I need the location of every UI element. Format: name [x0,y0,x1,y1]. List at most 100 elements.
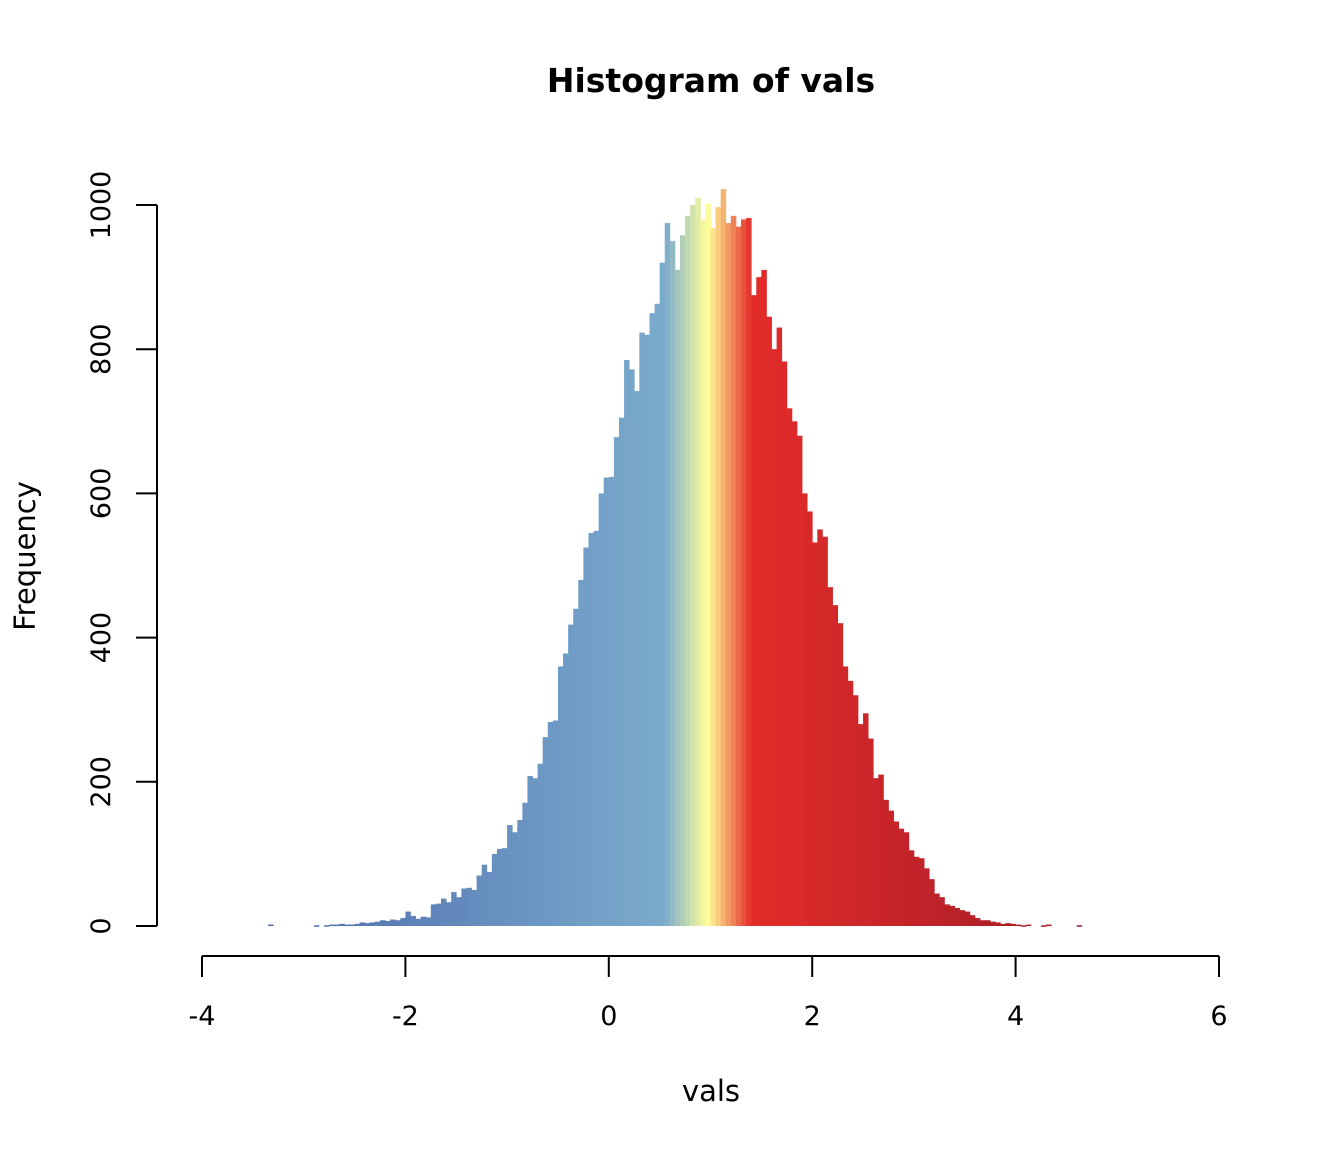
histogram-bar [690,205,696,926]
histogram-bar [415,918,422,926]
histogram-bar [842,666,849,926]
histogram-bar [913,856,920,926]
histogram-bars [268,189,1083,927]
histogram-bar [679,235,686,926]
histogram-bar [476,875,483,926]
histogram-bar [603,477,610,926]
histogram-bar [425,917,432,926]
histogram-bar [974,918,981,926]
histogram-bar [1000,923,1006,926]
histogram-bar [995,922,1001,926]
histogram-bar [517,820,523,926]
histogram-bar [344,924,350,927]
histogram-bar [654,303,661,926]
histogram-bar [461,888,467,926]
histogram-bar [1046,924,1052,927]
histogram-bar [466,887,472,926]
histogram-bar [873,778,879,926]
histogram-bar [578,579,584,926]
histogram-bar [430,904,437,926]
y-tick-label: 1000 [86,171,117,240]
histogram-bar [313,925,320,927]
histogram-bar [446,902,452,926]
histogram-bar [949,905,955,926]
histogram-bar [379,920,386,926]
histogram-bar [496,848,503,926]
histogram-bar [924,868,930,926]
histogram-bar [522,802,528,926]
histogram-bar [568,624,574,926]
histogram-bar [563,653,569,926]
histogram-bar [751,295,757,927]
histogram-bar [934,893,940,926]
histogram-bar [796,435,803,926]
x-axis: -4 -2 0 2 4 6 [189,955,1228,1032]
histogram-bar [512,832,518,926]
histogram-bar [1076,925,1083,927]
histogram-bar [390,919,396,926]
histogram-bar [674,269,681,926]
x-tick-label: 4 [1007,1001,1024,1032]
histogram-bar [766,316,772,926]
histogram-bar [868,738,874,926]
y-tick-label: 400 [86,612,117,664]
histogram-bar [527,776,533,926]
histogram-bar [847,680,854,926]
histogram-bar [491,853,498,926]
histogram-bar [374,921,381,926]
histogram-bar [746,217,752,927]
histogram-bar [939,897,945,926]
histogram-bar [481,864,488,926]
histogram-bar [400,918,406,926]
histogram-bar [349,924,355,927]
histogram-bar [863,713,869,926]
histogram-bar [608,476,615,926]
y-axis-title: Frequency [8,481,42,631]
histogram-bar [369,922,376,926]
histogram-bar [817,529,823,926]
histogram-bar [980,920,986,926]
histogram-bar [451,892,457,926]
histogram-bar [644,334,650,926]
histogram-bar [786,408,793,926]
histogram-bar [807,511,813,926]
histogram-bar [324,925,330,927]
histogram-bar [532,778,539,926]
histogram-bar [730,215,737,926]
histogram-bar [639,332,645,926]
histogram-bar [471,889,477,926]
histogram-bar [883,799,889,926]
histogram-bar [832,605,839,926]
histogram-bar [634,391,640,926]
histogram-bar [1015,924,1022,927]
histogram-bar [664,223,671,926]
x-tick-label: 0 [600,1001,617,1032]
histogram-bar [985,920,991,926]
histogram-bar [802,493,808,926]
histogram-bar [629,369,635,926]
histogram-bar [812,542,818,926]
y-tick-label: 600 [86,468,117,520]
histogram-bar [486,871,493,926]
histogram-bar [837,623,844,926]
histogram-bar [720,189,727,926]
histogram-bar [385,920,391,926]
y-axis: 0 200 400 600 800 1000 [86,171,158,935]
histogram-bar [735,226,742,926]
y-tick-label: 0 [86,917,117,934]
x-tick-label: 2 [804,1001,821,1032]
histogram-bar [1025,924,1032,927]
histogram-bar [685,215,691,926]
histogram-bar [364,923,371,926]
histogram-bar [329,924,335,927]
histogram-bar [959,910,966,926]
histogram-bar [700,219,706,927]
histogram-bar [1041,925,1047,927]
histogram-bar [410,915,416,926]
chart-title: Histogram of vals [547,61,875,100]
histogram-bar [893,821,900,926]
histogram-bar [776,327,783,926]
x-axis-title: vals [682,1074,740,1108]
histogram-bar [761,269,767,926]
